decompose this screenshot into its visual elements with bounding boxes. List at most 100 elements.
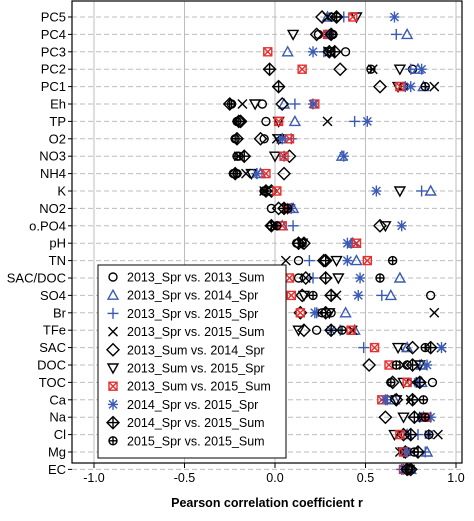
point-s1-tfe [311, 325, 322, 335]
point-s9-doc [405, 358, 420, 372]
point-s3-so4 [376, 289, 388, 301]
point-s6-opo4 [379, 221, 392, 233]
point-s10-k [259, 186, 269, 196]
y-tick-label: TOC [39, 375, 66, 390]
point-s5-tfe [296, 323, 311, 338]
point-s6-cl [388, 429, 401, 442]
point-s10-doc [391, 360, 401, 370]
point-s10-eh [226, 99, 237, 109]
point-s4-doc [398, 360, 409, 370]
point-s10-tp [232, 116, 242, 127]
y-tick-label: EC [48, 462, 66, 477]
legend-marker-10 [108, 436, 118, 446]
point-s2-tp [288, 114, 302, 127]
y-tick-label: PC3 [41, 44, 66, 59]
point-s8-sac [436, 342, 447, 354]
point-s5-sac [405, 340, 420, 355]
point-s10-sac [420, 342, 430, 353]
point-s10-no2 [282, 203, 293, 214]
point-s3-pc2 [405, 63, 417, 75]
point-s5-doc [362, 358, 377, 372]
point-s9-ca [405, 392, 420, 407]
legend-marker-1 [108, 272, 118, 282]
point-s2-so4 [384, 288, 398, 301]
legend-marker-3 [107, 307, 119, 319]
point-s7-sac [369, 342, 380, 353]
point-s4-tn [280, 255, 291, 266]
x-axis-label: Pearson correlation coefficient r [171, 496, 363, 510]
point-s4-cl [432, 429, 443, 440]
point-s10-ec [404, 464, 414, 475]
point-s4-tfe [347, 325, 358, 336]
point-s8-doc [422, 359, 433, 371]
point-s8-eh [308, 98, 319, 110]
point-s9-so4 [324, 288, 339, 303]
y-tick-label: NO2 [39, 201, 66, 216]
point-s5-tn [316, 253, 331, 268]
legend-label-7: 2013_Sum vs. 2015_Sum [127, 380, 271, 394]
y-tick-label: PC2 [41, 62, 66, 77]
y-tick-label: SO4 [40, 288, 66, 303]
legend-label-4: 2013_Spr vs. 2015_Sum [127, 325, 265, 339]
point-s5-nh4 [277, 166, 292, 181]
point-s2-pc4 [400, 27, 414, 40]
y-tick-label: PC5 [41, 10, 66, 25]
y-tick-label: o.PO4 [29, 218, 66, 233]
legend-marker-8 [108, 398, 118, 410]
point-s10-o2 [230, 134, 240, 144]
point-s7-pc2 [297, 64, 307, 74]
point-s1-tp [261, 116, 271, 127]
point-s9-pc2 [262, 62, 277, 77]
legend-label-2: 2013_Spr vs. 2014_Spr [127, 289, 258, 303]
x-tick-label: 0.0 [266, 471, 283, 485]
point-s9-pc1 [271, 79, 286, 94]
x-tick-label: 1.0 [447, 471, 464, 485]
point-s10-cl [424, 429, 434, 440]
point-s8-tn [342, 255, 353, 267]
point-s9-cl [403, 427, 418, 442]
point-s4-pc1 [429, 81, 440, 92]
y-tick-label: Mg [48, 445, 66, 460]
legend-label-1: 2013_Spr vs. 2013_Sum [127, 271, 265, 285]
point-s6-so4 [297, 290, 311, 302]
point-s5-na [378, 410, 393, 425]
point-s2-sacdoc [393, 271, 407, 283]
point-s7-pc5 [348, 12, 358, 22]
point-s2-br [339, 306, 352, 318]
point-s7-nh4 [261, 168, 271, 179]
y-tick-label: K [57, 184, 66, 199]
point-s9-tn [318, 253, 333, 268]
point-s6-tn [330, 255, 343, 268]
legend-marker-4 [108, 326, 118, 337]
point-s8-pc3 [308, 46, 319, 58]
point-s6-eh [248, 99, 262, 111]
point-s10-opo4 [272, 221, 282, 231]
point-s10-nh4 [232, 168, 242, 179]
point-s7-tp [273, 116, 284, 127]
point-s10-sacdoc [375, 273, 385, 283]
point-s8-ca [380, 394, 391, 406]
legend-label-9: 2014_Spr vs. 2015_Sum [127, 416, 265, 430]
point-s5-pc4 [309, 27, 324, 42]
point-s7-so4 [286, 290, 296, 301]
point-s6-ca [390, 395, 403, 407]
legend-label-10: 2015_Spr vs. 2015_Sum [127, 434, 265, 448]
point-s10-br [317, 308, 327, 318]
point-s6-k [393, 186, 407, 198]
point-s6-sacdoc [332, 273, 345, 285]
point-s8-no3 [338, 150, 349, 162]
y-tick-label: O2 [49, 131, 66, 146]
point-s2-tn [350, 254, 363, 266]
legend-label-3: 2013_Spr vs. 2015_Spr [127, 307, 258, 321]
point-s10-toc [386, 377, 396, 388]
point-s1-so4 [425, 290, 436, 301]
x-tick-label: -0.5 [174, 471, 196, 485]
point-s1-o2 [259, 134, 269, 144]
point-s3-opo4 [287, 220, 299, 232]
point-s2-sac [400, 341, 414, 353]
point-s7-br [295, 308, 306, 318]
y-tick-label: NH4 [40, 166, 66, 181]
point-s1-sacdoc [293, 273, 304, 283]
point-s5-so4 [295, 288, 310, 303]
